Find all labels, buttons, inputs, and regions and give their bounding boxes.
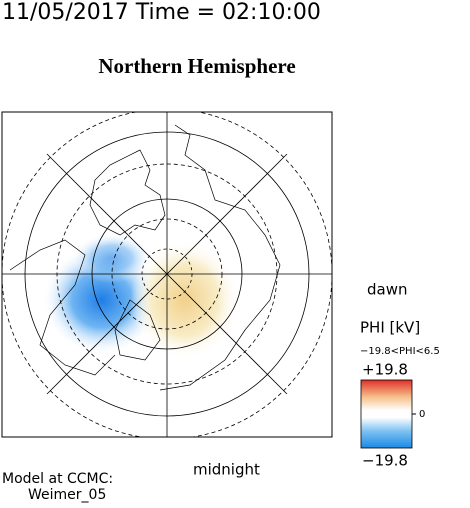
colorbar-bottom-label: −19.8 [362,452,408,470]
coastline [9,124,281,391]
timestamp: 11/05/2017 Time = 02:10:00 [2,0,321,25]
colorbar-top-label: +19.8 [362,361,408,379]
model-label: Model at CCMC: [2,471,113,487]
title: Northern Hemisphere [98,54,295,78]
potential-blob [130,240,240,360]
grid [2,112,332,437]
colorbar-range: −19.8<PHI<6.5 [360,346,440,357]
midnight-label: midnight [193,461,260,479]
model-name: Weimer_05 [28,487,106,503]
colorbar-middle-label: 0 [419,409,425,420]
polar-map [2,112,332,437]
map-frame [1,111,333,438]
dawn-label: dawn [367,281,408,299]
colorbar [360,379,413,449]
colorbar-title: PHI [kV] [360,319,420,337]
